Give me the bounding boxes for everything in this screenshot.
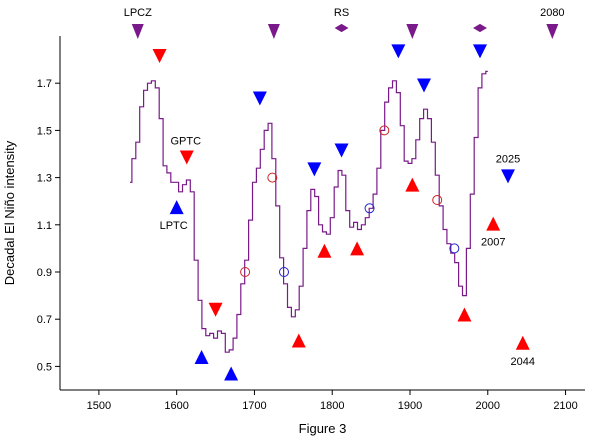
y-tick-label: 1.5 [37,125,52,137]
x-tick-label: 2000 [476,400,500,412]
top-diamond-marker [473,23,487,33]
y-tick-label: 0.7 [37,314,52,326]
triangle-up-marker [291,333,306,348]
triangle-up-marker [169,200,184,215]
triangle-down-marker [208,302,223,317]
open-circle-marker [240,267,251,277]
triangle-up-marker [317,243,332,258]
triangle-down-marker [473,44,487,59]
y-tick-label: 1.3 [37,173,52,185]
triangle-up-marker [405,177,420,192]
top-triangle-marker [406,24,419,39]
triangle-down-marker [501,169,515,184]
x-tick-label: 2100 [553,400,577,412]
triangle-up-marker [515,335,530,350]
marker-annotation: 2044 [511,356,535,368]
triangle-up-marker [224,366,239,381]
open-circle-marker [364,203,375,214]
triangle-up-marker [457,307,472,322]
triangle-up-marker [194,349,209,364]
triangle-down-marker [391,44,406,59]
triangle-down-marker [252,91,267,106]
triangle-down-marker [334,143,349,158]
x-tick-label: 1800 [320,400,344,412]
y-tick-label: 0.5 [37,361,52,373]
x-axis-ticks: 1500 1600 1700 1800 1900 2000 2100 [87,390,578,412]
y-tick-label: 1.1 [37,220,52,232]
triangle-up-marker [486,216,501,231]
top-triangle-marker [546,24,559,39]
triangle-up-marker [350,241,365,256]
top-markers [131,23,559,39]
marker-annotation: LPTC [160,220,188,232]
y-tick-label: 1.7 [37,78,52,90]
top-marker-label: LPCZ [124,7,152,19]
open-circle-marker [267,172,278,183]
open-circle-marker [432,195,443,206]
x-axis-label: Figure 3 [299,421,347,436]
y-tick-label: 0.9 [37,267,52,279]
markers [152,44,530,381]
triangle-down-marker [152,49,167,64]
top-marker-label: 2080 [540,7,564,19]
x-tick-label: 1600 [164,400,188,412]
y-axis-ticks: 0.5 0.7 0.9 1.1 1.3 1.5 1.7 [37,78,60,373]
triangle-down-marker [417,78,431,93]
marker-annotation: GPTC [170,136,201,148]
marker-annotation: 2007 [481,237,505,249]
open-circle-marker [379,125,390,136]
top-triangle-marker [267,24,280,39]
series-line [130,70,488,353]
top-marker-label: RS [334,7,349,19]
x-tick-label: 1700 [242,400,266,412]
x-tick-label: 1900 [398,400,422,412]
triangle-down-marker [179,150,194,165]
top-triangle-marker [131,24,144,39]
open-circle-marker [449,243,460,254]
triangle-down-marker [307,162,322,177]
top-diamond-marker [334,23,349,33]
annotations: GPTC LPTC 2007 2025 2044 LPCZ RS 2080 [124,7,565,368]
marker-annotation: 2025 [496,153,520,165]
axes [59,36,585,391]
open-circle-marker [279,267,289,277]
y-axis-label: Decadal El Niño intensity [2,140,17,285]
x-tick-label: 1500 [87,400,111,412]
